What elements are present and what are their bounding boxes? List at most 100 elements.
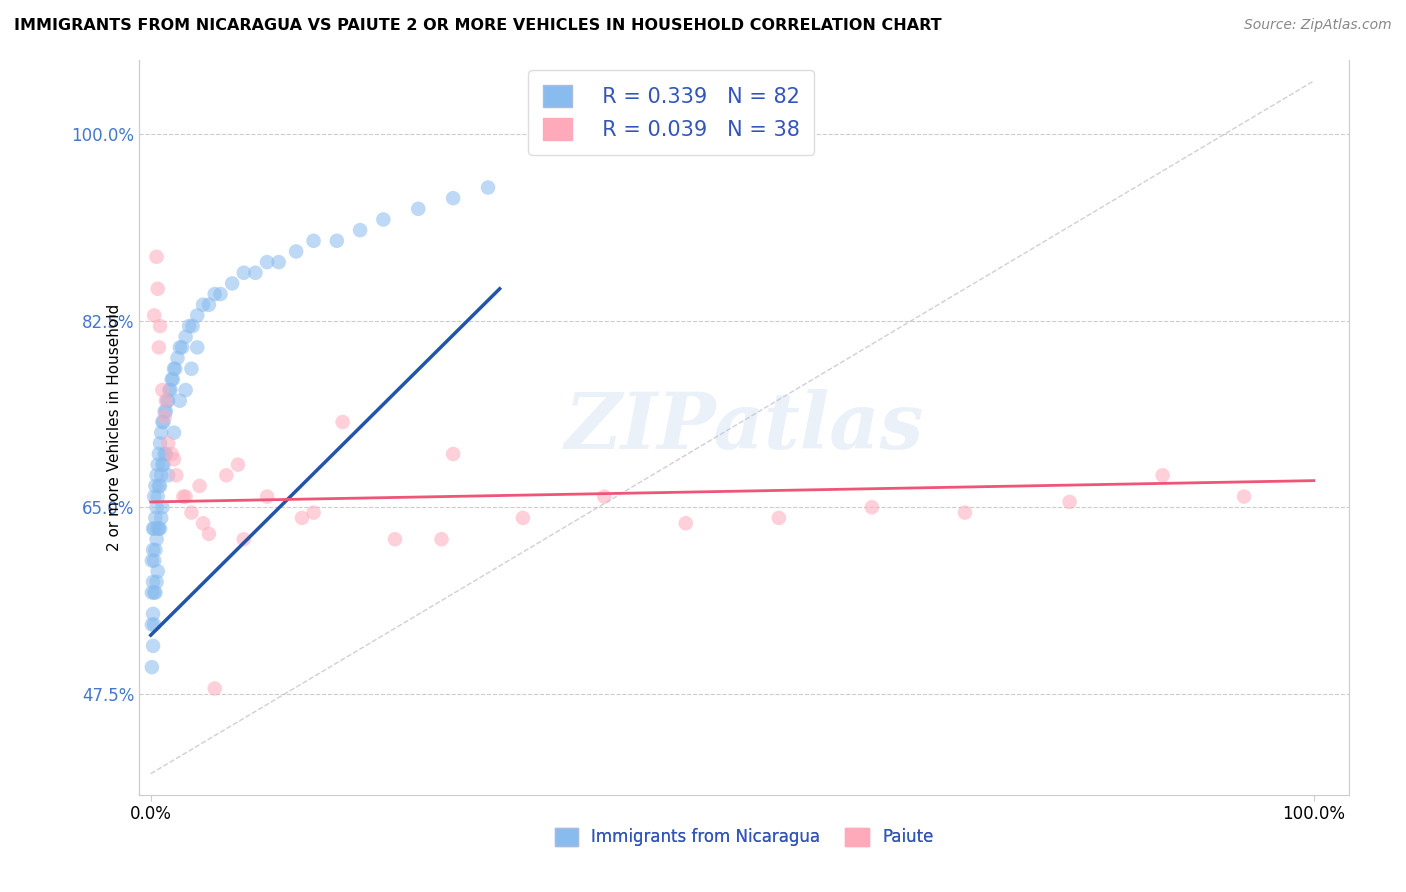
Point <box>162 372 184 386</box>
Point <box>384 533 406 547</box>
Point <box>148 522 170 536</box>
Legend: Immigrants from Nicaragua, Paiute: Immigrants from Nicaragua, Paiute <box>548 821 941 853</box>
Point <box>430 533 453 547</box>
Point <box>153 409 176 424</box>
Point <box>148 340 170 354</box>
Point <box>169 393 191 408</box>
Point <box>145 574 167 589</box>
Point <box>143 553 166 567</box>
Point <box>155 393 177 408</box>
Point <box>150 511 173 525</box>
Point <box>150 415 173 429</box>
Point <box>180 361 202 376</box>
Point <box>145 533 167 547</box>
Point <box>149 319 172 334</box>
Point <box>186 340 208 354</box>
Point <box>149 479 172 493</box>
Point <box>198 298 221 312</box>
Point <box>143 309 166 323</box>
Point <box>1233 490 1256 504</box>
Point <box>149 436 172 450</box>
Point <box>332 415 354 429</box>
Point <box>180 506 202 520</box>
Point <box>209 287 232 301</box>
Point <box>148 479 170 493</box>
Point <box>148 447 170 461</box>
Point <box>188 479 211 493</box>
Point <box>326 234 349 248</box>
Point <box>160 447 183 461</box>
Point <box>477 180 499 194</box>
Point <box>157 436 180 450</box>
Point <box>153 404 176 418</box>
Point <box>163 452 186 467</box>
Point <box>204 287 226 301</box>
Point <box>191 516 214 531</box>
Point <box>157 468 180 483</box>
Point <box>256 490 278 504</box>
Point <box>191 298 214 312</box>
Point <box>145 479 167 493</box>
Text: IMMIGRANTS FROM NICARAGUA VS PAIUTE 2 OR MORE VEHICLES IN HOUSEHOLD CORRELATION : IMMIGRANTS FROM NICARAGUA VS PAIUTE 2 OR… <box>14 18 942 33</box>
Point <box>150 425 173 440</box>
Point <box>174 490 197 504</box>
Point <box>165 361 187 376</box>
Point <box>169 340 191 354</box>
Point <box>953 506 976 520</box>
Point <box>141 617 163 632</box>
Point <box>142 542 165 557</box>
Point <box>146 564 169 578</box>
Point <box>150 468 173 483</box>
Point <box>860 500 883 515</box>
Point <box>157 383 180 397</box>
Point <box>152 458 174 472</box>
Point <box>302 234 325 248</box>
Point <box>302 506 325 520</box>
Point <box>256 255 278 269</box>
Text: ZIPatlas: ZIPatlas <box>564 389 924 466</box>
Point <box>291 511 314 525</box>
Point <box>512 511 534 525</box>
Point <box>441 447 464 461</box>
Point <box>215 468 238 483</box>
Point <box>160 372 183 386</box>
Point <box>373 212 395 227</box>
Point <box>349 223 371 237</box>
Point <box>172 340 194 354</box>
Point <box>156 393 179 408</box>
Point <box>226 458 249 472</box>
Point <box>143 522 166 536</box>
Point <box>172 490 194 504</box>
Text: Source: ZipAtlas.com: Source: ZipAtlas.com <box>1244 18 1392 32</box>
Point <box>181 319 204 334</box>
Point <box>141 660 163 674</box>
Point <box>155 404 177 418</box>
Point <box>157 393 180 408</box>
Point <box>675 516 697 531</box>
Point <box>166 351 188 365</box>
Point <box>142 522 165 536</box>
Point <box>593 490 616 504</box>
Point <box>146 522 169 536</box>
Point <box>145 500 167 515</box>
Point <box>204 681 226 696</box>
Point <box>152 415 174 429</box>
Point <box>146 490 169 504</box>
Y-axis label: 2 or more Vehicles in Household: 2 or more Vehicles in Household <box>107 303 122 551</box>
Point <box>1152 468 1174 483</box>
Point <box>285 244 308 259</box>
Point <box>150 383 173 397</box>
Point <box>142 639 165 653</box>
Point <box>155 447 177 461</box>
Point <box>145 468 167 483</box>
Point <box>232 533 254 547</box>
Point <box>163 361 186 376</box>
Point <box>143 490 166 504</box>
Point <box>145 511 167 525</box>
Point <box>145 250 167 264</box>
Point <box>245 266 267 280</box>
Point <box>141 585 163 599</box>
Point <box>142 574 165 589</box>
Point <box>149 522 172 536</box>
Point <box>267 255 290 269</box>
